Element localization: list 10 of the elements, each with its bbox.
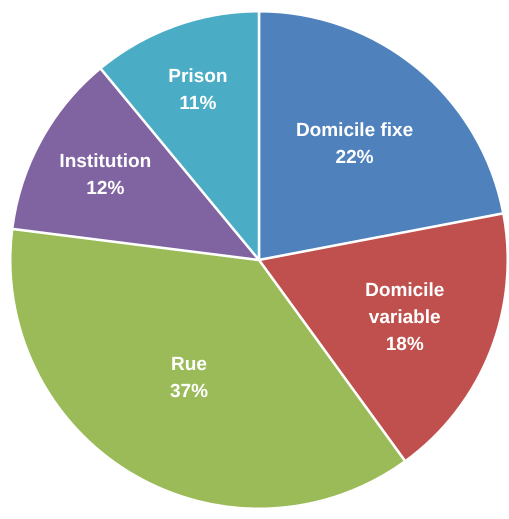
slice-label: Domicile variable	[365, 280, 444, 328]
slice-label: Prison	[168, 66, 228, 87]
data-label: 11%	[179, 92, 216, 114]
slice-label: Institution	[59, 151, 152, 172]
data-label: 12%	[86, 178, 124, 200]
data-label: 37%	[170, 381, 208, 402]
data-label: 18%	[386, 334, 424, 355]
data-label: 22%	[336, 147, 374, 168]
slice-label: Domicile fixe	[296, 120, 414, 142]
slice-label: Rue	[171, 354, 207, 376]
